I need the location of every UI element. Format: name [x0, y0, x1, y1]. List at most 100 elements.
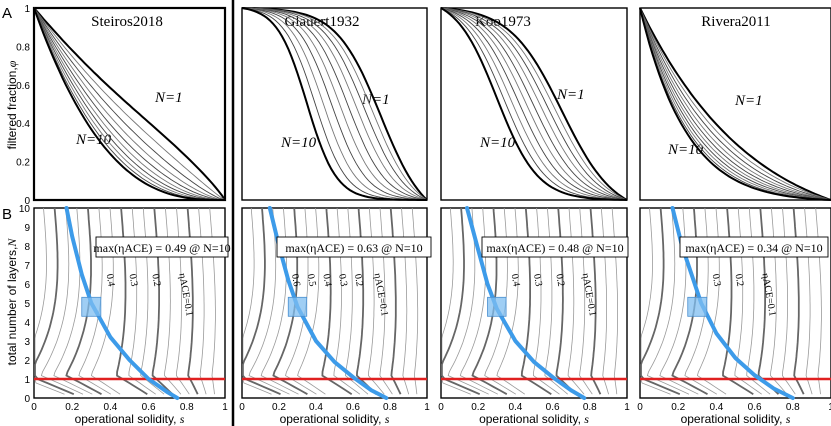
xlabel-2: operational solidity, s — [479, 412, 589, 426]
annotation-box-3: max(ηACE) = 0.34 @ N=10 — [679, 236, 829, 258]
xtick-3-5: 1 — [828, 402, 831, 413]
contour-1-14 — [401, 207, 410, 395]
top-curve-3-n4 — [639, 7, 831, 201]
top-curve-1-n4 — [241, 7, 428, 201]
bottom-frame-3 — [639, 207, 831, 399]
top-frame-1 — [241, 7, 428, 201]
top-curve-1-n10 — [241, 7, 427, 201]
xlabel-symbol-0: s — [180, 412, 185, 426]
bottom-ytick-10: 10 — [19, 204, 31, 215]
top-curve-0-n2 — [33, 7, 226, 201]
contour-0-15 — [209, 207, 216, 395]
contour-0-0 — [34, 207, 65, 395]
top-curve-0-n8 — [33, 7, 225, 201]
contour-1-1 — [242, 207, 281, 396]
top-ytick-3: 0.6 — [16, 81, 30, 92]
top-curve-3-n6 — [639, 7, 831, 201]
contour-0-9 — [140, 207, 165, 395]
contour-3-12 — [781, 207, 796, 395]
top-ytick-4: 0.8 — [16, 42, 30, 53]
top-curve-1-n1 — [241, 7, 428, 201]
contour-1-0 — [242, 207, 272, 395]
contour-0-14 — [198, 207, 207, 395]
xlabel-text-1: operational solidity, — [280, 412, 385, 426]
contour-3-1 — [640, 207, 681, 396]
contour-3-0 — [640, 207, 671, 395]
panel-label-a: A — [2, 5, 12, 22]
top-curve-3-n1 — [639, 7, 831, 201]
top-n10-label-0: N=10 — [75, 132, 112, 148]
xtick-2-0: 0 — [438, 402, 444, 413]
contour-label-3-2: ηACE=0.1 — [759, 272, 777, 317]
top-panel-glauert: Glauert1932 N=1 N=10 — [241, 7, 428, 201]
contour-label-0-2: 0.2 — [149, 273, 162, 287]
xlabel-text-2: operational solidity, — [479, 412, 584, 426]
top-ylabel-symbol: φ — [5, 60, 19, 67]
optimum-box-1 — [287, 296, 308, 317]
top-curve-0-n7 — [33, 7, 225, 201]
bottom-ytick-5: 5 — [24, 299, 30, 310]
contour-3-14 — [804, 207, 813, 395]
top-n10-label-1: N=10 — [280, 135, 317, 151]
contour-1-15 — [411, 207, 419, 395]
contour-0-10 — [151, 207, 174, 395]
contour-label-2-0: 0.4 — [509, 273, 522, 287]
bottom-ytick-2: 2 — [24, 356, 30, 367]
optimal-curve-2 — [465, 206, 587, 400]
optimal-curve-0 — [64, 206, 180, 400]
bottom-ytick-7: 7 — [24, 261, 30, 272]
top-n10-label-2: N=10 — [479, 135, 516, 151]
contour-2-15 — [611, 207, 618, 395]
xlabel-symbol-2: s — [584, 412, 589, 426]
contour-1-9 — [344, 207, 369, 395]
contour-1-13 — [389, 207, 402, 395]
xtick-1-0: 0 — [239, 402, 245, 413]
contour-3-13 — [792, 207, 805, 395]
top-curve-0-n10 — [33, 7, 225, 201]
top-curve-2-n7 — [440, 7, 628, 201]
xtick-0-2: 0.4 — [103, 402, 117, 413]
top-n1-label-2: N=1 — [556, 87, 585, 103]
top-panel-steiros: Steiros2018 N=1 N=10 0 0.2 0.4 0.6 0.8 1 — [16, 4, 227, 207]
contour-1-10 — [355, 207, 377, 395]
top-ylabel-text: filtered fraction, — [5, 67, 19, 149]
bottom-ytick-4: 4 — [24, 318, 30, 329]
contour-label-1-2: 0.4 — [320, 273, 333, 287]
top-curve-2-n3 — [440, 7, 628, 201]
bottom-frame-2 — [440, 207, 628, 399]
top-curve-0-n3 — [33, 7, 226, 201]
bottom-panel-rivera: 0.3 0.2 ηACE=0.1 0 0.2 0.4 0.6 0.8 1 operational … — [637, 206, 831, 426]
annotation-2: max(ηACE) = 0.48 @ N=10 — [486, 241, 623, 255]
xtick-0-0: 0 — [31, 402, 37, 413]
contour-label-0-0: 0.4 — [104, 273, 117, 287]
xtick-2-4: 0.8 — [583, 402, 597, 413]
top-frame-0 — [32, 6, 227, 202]
top-ytick-0: 0 — [24, 196, 30, 207]
bottom-panel-glauert: 0.6 0.5 0.4 0.3 0.2 ηACE=0.10 0.2 0.4 0.6 0.8 1ope… — [239, 206, 432, 426]
top-curve-3-n3 — [639, 7, 831, 201]
xlabel-0: operational solidity, s — [75, 412, 185, 426]
top-frame-3 — [639, 7, 831, 201]
optimum-box-3 — [687, 296, 708, 317]
bottom-ytick-1: 1 — [24, 375, 30, 386]
contour-label-2-2: 0.2 — [553, 273, 566, 287]
xlabel-1: operational solidity, s — [280, 412, 390, 426]
xlabel-text-0: operational solidity, — [75, 412, 180, 426]
top-curve-0-n1 — [33, 7, 226, 201]
xtick-3-4: 0.8 — [786, 402, 800, 413]
top-curve-3-n7 — [639, 7, 831, 201]
top-curve-0-n4 — [33, 7, 226, 201]
top-curve-3-n2 — [639, 7, 831, 201]
top-curve-2-n4 — [440, 7, 628, 201]
xlabel-symbol-1: s — [385, 412, 390, 426]
contour-3-2 — [646, 207, 690, 395]
xtick-2-1: 0.2 — [471, 402, 485, 413]
bottom-ylabel-symbol: N — [5, 238, 19, 248]
annotation-3: max(ηACE) = 0.34 @ N=10 — [685, 241, 822, 255]
contour-2-10 — [555, 207, 577, 395]
xtick-1-3: 0.6 — [346, 402, 360, 413]
contour-0-3 — [53, 207, 93, 395]
xlabel-symbol-3: s — [786, 412, 791, 426]
top-curve-2-n2 — [440, 7, 628, 201]
